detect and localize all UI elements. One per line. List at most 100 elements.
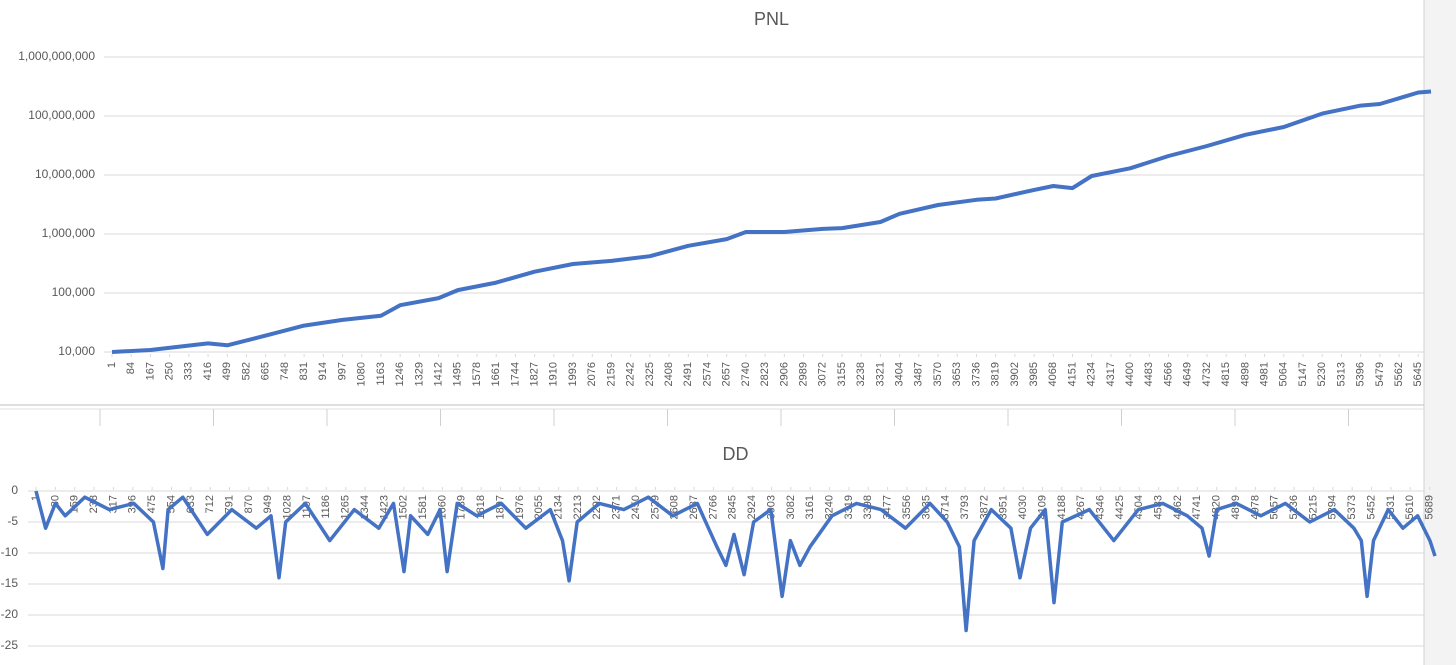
x-tick-label: 2740: [740, 362, 752, 386]
x-tick-label: 250: [164, 362, 176, 380]
x-tick-label: 2242: [625, 362, 637, 386]
x-tick-label: 80: [49, 495, 61, 507]
x-tick-label: 4483: [1143, 362, 1155, 386]
x-tick-label: 3793: [959, 495, 971, 519]
x-tick-label: 2076: [586, 362, 598, 386]
sheet-margin: [1424, 0, 1456, 665]
x-tick-label: 167: [144, 362, 156, 380]
x-tick-label: 2924: [746, 495, 758, 519]
x-tick-label: 5373: [1346, 495, 1358, 519]
x-tick-label: 4981: [1258, 362, 1270, 386]
x-tick-label: 4030: [1017, 495, 1029, 519]
x-tick-label: 1080: [356, 362, 368, 386]
x-tick-label: 3404: [894, 362, 906, 386]
x-tick-label: 5396: [1355, 362, 1367, 386]
x-tick-label: 499: [221, 362, 233, 380]
x-tick-label: 3714: [940, 495, 952, 519]
x-tick-label: 4566: [1162, 362, 1174, 386]
y-tick-label: 1,000,000,000: [18, 49, 95, 63]
x-tick-label: 1028: [282, 495, 294, 519]
x-tick-label: 949: [262, 495, 274, 513]
y-tick-label: -25: [1, 638, 19, 652]
x-tick-label: 3155: [836, 362, 848, 386]
x-tick-label: 1329: [413, 362, 425, 386]
x-tick-label: 4732: [1201, 362, 1213, 386]
x-tick-label: 3240: [823, 495, 835, 519]
x-tick-label: 2989: [797, 362, 809, 386]
x-tick-label: 4741: [1191, 495, 1203, 519]
x-tick-label: 2845: [727, 495, 739, 519]
x-tick-label: 748: [279, 362, 291, 380]
y-tick-label: -5: [7, 514, 18, 528]
x-tick-label: 1827: [529, 362, 541, 386]
x-tick-label: 2213: [572, 495, 584, 519]
x-tick-label: 1: [30, 495, 42, 501]
x-tick-label: 4188: [1056, 495, 1068, 519]
data-line: [111, 89, 1432, 354]
x-tick-label: 3321: [874, 362, 886, 386]
x-tick-label: 1: [106, 362, 118, 368]
x-tick-label: 4649: [1182, 362, 1194, 386]
x-tick-label: 3653: [951, 362, 963, 386]
x-tick-label: 4151: [1066, 362, 1078, 386]
x-tick-label: 4234: [1086, 362, 1098, 386]
x-tick-label: 1581: [417, 495, 429, 519]
chart-title: PNL: [754, 9, 789, 29]
x-tick-label: 712: [204, 495, 216, 513]
x-tick-label: 870: [243, 495, 255, 513]
x-tick-label: 2491: [682, 362, 694, 386]
x-tick-label: 4820: [1211, 495, 1223, 519]
x-tick-label: 1412: [432, 362, 444, 386]
x-tick-label: 4425: [1114, 495, 1126, 519]
x-tick-label: 4898: [1239, 362, 1251, 386]
x-tick-label: 2134: [553, 495, 565, 519]
x-tick-label: 4068: [1047, 362, 1059, 386]
y-tick-label: 100,000,000: [28, 108, 95, 122]
y-tick-label: 100,000: [52, 285, 96, 299]
x-tick-label: 2906: [778, 362, 790, 386]
x-tick-label: 1993: [567, 362, 579, 386]
x-tick-label: 5294: [1327, 495, 1339, 519]
x-tick-label: 4400: [1124, 362, 1136, 386]
x-tick-label: 5479: [1374, 362, 1386, 386]
x-tick-label: 3902: [1009, 362, 1021, 386]
x-tick-label: 4899: [1230, 495, 1242, 519]
x-tick-label: 4815: [1220, 362, 1232, 386]
x-tick-label: 3819: [990, 362, 1002, 386]
x-tick-label: 633: [185, 495, 197, 513]
x-tick-label: 1246: [394, 362, 406, 386]
x-tick-label: 5230: [1316, 362, 1328, 386]
x-tick-label: 3985: [1028, 362, 1040, 386]
x-tick-label: 4317: [1105, 362, 1117, 386]
x-tick-label: 1976: [514, 495, 526, 519]
x-tick-label: 665: [260, 362, 272, 380]
x-tick-label: 84: [125, 362, 137, 374]
chart-title: DD: [723, 444, 749, 464]
x-tick-label: 914: [317, 362, 329, 380]
x-tick-label: 3072: [817, 362, 829, 386]
x-tick-label: 4583: [1153, 495, 1165, 519]
x-tick-label: 416: [202, 362, 214, 380]
x-tick-label: 333: [183, 362, 195, 380]
x-tick-label: 5064: [1278, 362, 1290, 386]
x-tick-label: 2055: [533, 495, 545, 519]
x-tick-label: 2766: [707, 495, 719, 519]
x-tick-label: 5610: [1404, 495, 1416, 519]
x-tick-label: 1910: [548, 362, 560, 386]
y-tick-label: 10,000,000: [35, 167, 95, 181]
x-tick-label: 1163: [375, 362, 387, 386]
x-tick-label: 3161: [804, 495, 816, 519]
y-tick-label: 1,000,000: [42, 226, 96, 240]
x-tick-label: 3082: [785, 495, 797, 519]
x-tick-label: 2657: [721, 362, 733, 386]
x-tick-label: 3951: [998, 495, 1010, 519]
x-tick-label: 5689: [1424, 495, 1436, 519]
x-tick-label: 1265: [340, 495, 352, 519]
x-tick-label: 5147: [1297, 362, 1309, 386]
x-tick-label: 3487: [913, 362, 925, 386]
x-tick-label: 2823: [759, 362, 771, 386]
x-tick-label: 5452: [1365, 495, 1377, 519]
y-tick-label: -10: [1, 545, 19, 559]
x-tick-label: 2159: [605, 362, 617, 386]
